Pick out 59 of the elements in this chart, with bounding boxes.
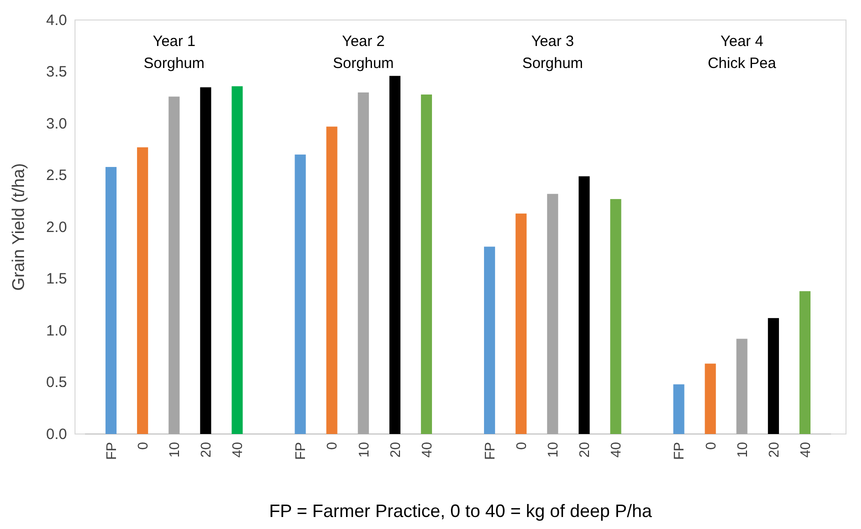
- x-tick-label: 40: [796, 442, 813, 458]
- annotation: Year 3: [531, 33, 574, 50]
- x-tick-label: 10: [166, 442, 182, 458]
- bar: [799, 291, 810, 434]
- bar: [673, 384, 684, 434]
- x-tick-label: FP: [670, 442, 687, 460]
- bar: [232, 86, 243, 434]
- y-tick-label: 0.5: [46, 374, 67, 392]
- x-tick-label: 20: [576, 442, 592, 458]
- y-tick-label: 1.0: [46, 322, 67, 340]
- y-tick-label: 2.0: [46, 218, 67, 236]
- bar: [516, 214, 527, 434]
- bar: [704, 364, 716, 434]
- x-tick-label: 40: [229, 442, 246, 458]
- bar: [294, 154, 306, 434]
- bar: [736, 338, 748, 434]
- x-tick-label: 10: [544, 442, 561, 458]
- bar: [389, 76, 400, 434]
- bar: [484, 246, 496, 434]
- x-tick-label: 10: [355, 442, 372, 458]
- y-axis-title: Grain Yield (t/ha): [9, 163, 28, 291]
- bar: [137, 147, 148, 434]
- x-tick-label: FP: [481, 442, 498, 460]
- bar: [106, 166, 117, 434]
- bar: [610, 199, 622, 434]
- y-tick-label: 2.5: [46, 167, 67, 184]
- bar: [326, 126, 338, 434]
- x-tick-label: 10: [734, 442, 750, 458]
- y-tick-label: 0.0: [46, 426, 67, 443]
- bar: [168, 96, 180, 434]
- x-tick-label: 0: [324, 442, 340, 450]
- bar: [358, 92, 369, 434]
- x-tick-label: FP: [292, 442, 308, 460]
- x-tick-label: 20: [386, 442, 403, 458]
- x-tick-label: 0: [512, 442, 529, 450]
- annotation: Sorghum: [144, 55, 205, 72]
- x-tick-label: 40: [608, 442, 624, 458]
- annotation: Sorghum: [332, 55, 394, 72]
- bar: [420, 94, 432, 434]
- annotation: Sorghum: [522, 55, 584, 72]
- x-tick-label: 0: [702, 442, 718, 450]
- x-tick-label: 20: [198, 442, 214, 458]
- bar: [768, 318, 779, 434]
- y-tick-label: 1.5: [46, 270, 67, 288]
- bar: [578, 176, 590, 434]
- annotation: Year 1: [152, 33, 196, 50]
- annotation: Year 4: [720, 33, 764, 50]
- bar: [200, 87, 212, 434]
- y-tick-label: 4.0: [46, 12, 67, 29]
- x-tick-label: 20: [765, 442, 782, 458]
- y-tick-label: 3.5: [46, 64, 67, 81]
- x-tick-label: 40: [418, 442, 434, 458]
- x-tick-label: FP: [102, 442, 119, 460]
- annotation: Year 2: [342, 33, 385, 50]
- x-tick-label: 0: [134, 442, 150, 450]
- bar: [547, 194, 558, 434]
- y-tick-label: 3.0: [46, 115, 67, 132]
- x-axis-title: FP = Farmer Practice, 0 to 40 = kg of deep P/ha: [269, 501, 653, 521]
- annotation: Chick Pea: [708, 55, 777, 72]
